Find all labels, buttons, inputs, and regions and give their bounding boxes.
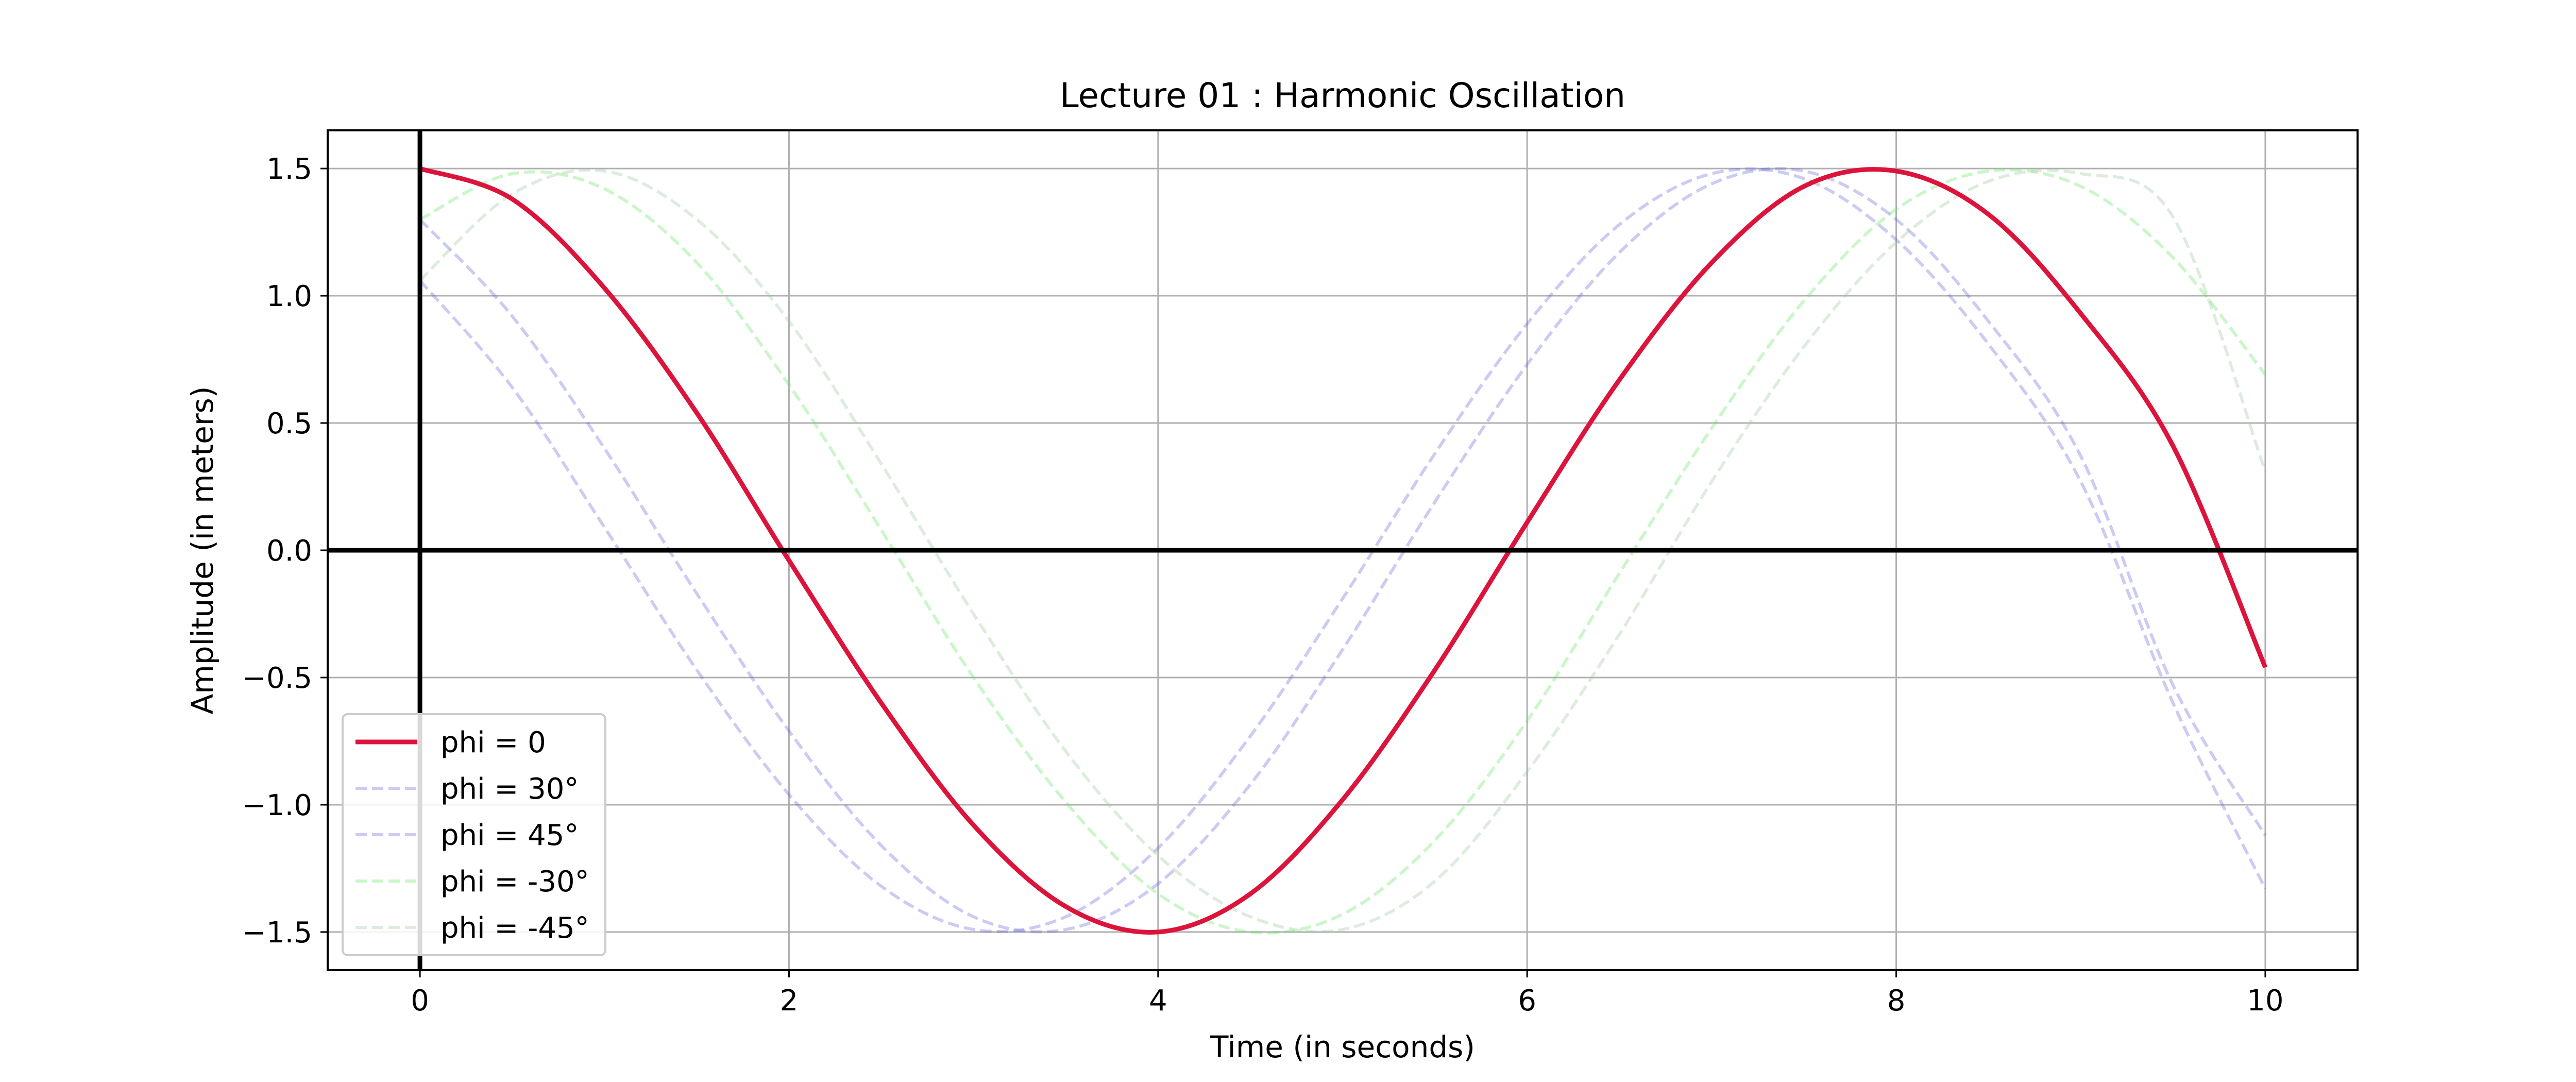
legend-label-2: phi = 45° [440, 819, 579, 852]
y-tick-label: 0.0 [266, 534, 312, 568]
x-tick-label: 4 [1149, 984, 1167, 1018]
x-axis-label: Time (in seconds) [1210, 1029, 1475, 1064]
legend-label-4: phi = -45° [440, 911, 589, 945]
y-tick-label: 0.5 [266, 407, 312, 441]
series-line-1 [418, 167, 2267, 934]
x-tick-label: 6 [1518, 984, 1536, 1018]
series-lines [418, 166, 2268, 935]
y-tick-label: 1.5 [266, 153, 312, 186]
y-tick-label: 1.0 [266, 280, 312, 313]
chart-title: Lecture 01 : Harmonic Oscillation [1060, 76, 1625, 115]
ticks: 0 2 4 6 8 10 −1.5 −1.0 −0.5 0.0 0.5 1.0 1.5 [242, 153, 2284, 1018]
legend: phi = 0 phi = 30° phi = 45° phi = -30° phi =… [342, 713, 606, 956]
legend-label-1: phi = 30° [440, 772, 579, 806]
x-tick-label: 8 [1887, 984, 1906, 1018]
x-tick-label: 2 [780, 984, 799, 1018]
y-tick-label: −0.5 [242, 662, 312, 695]
x-tick-label: 0 [411, 984, 429, 1018]
x-tick-label: 10 [2247, 984, 2283, 1018]
reference-lines [328, 130, 2358, 970]
legend-label-0: phi = 0 [440, 726, 546, 759]
legend-frame [342, 713, 606, 956]
series-line-3 [419, 168, 2267, 935]
series-line-0 [419, 166, 2268, 935]
series-line-4 [419, 168, 2267, 934]
y-tick-label: −1.0 [242, 789, 312, 822]
y-axis-label: Amplitude (in meters) [185, 386, 220, 715]
legend-label-3: phi = -30° [440, 865, 589, 899]
y-tick-label: −1.5 [242, 916, 312, 950]
series-line-2 [418, 167, 2267, 933]
